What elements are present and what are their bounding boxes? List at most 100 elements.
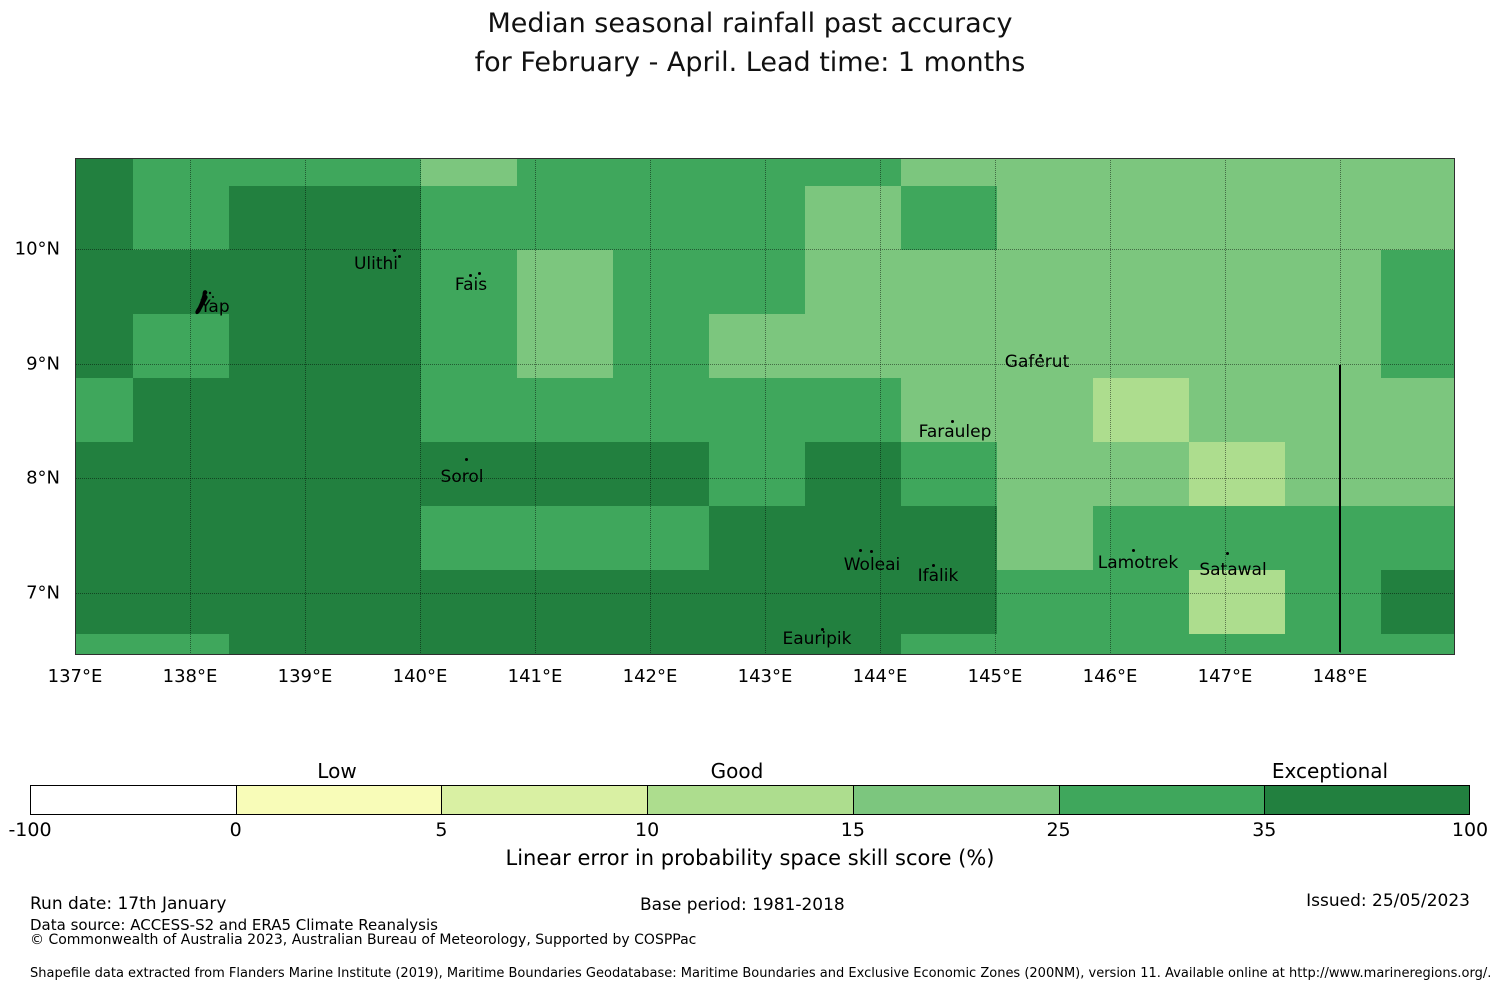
- map-cell: [517, 314, 613, 378]
- map-cell: [517, 378, 613, 442]
- map-cell: [805, 570, 901, 634]
- map-cell: [997, 570, 1093, 634]
- map-cell: [901, 186, 997, 250]
- map-cell: [75, 570, 133, 634]
- map-cell: [229, 506, 325, 570]
- longitude-gridline: [1110, 158, 1111, 655]
- longitude-gridline: [190, 158, 191, 655]
- footer-issued: Issued: 25/05/2023: [1306, 891, 1470, 911]
- map-cell: [325, 186, 421, 250]
- map-cell: [133, 442, 229, 506]
- chart-title-line2: for February - April. Lead time: 1 month…: [474, 47, 1026, 78]
- map-cell: [709, 186, 805, 250]
- colorbar-tick-label: 0: [229, 819, 242, 841]
- map-cell: [1285, 186, 1381, 250]
- map-cell: [517, 250, 613, 314]
- colorbar-tick-label: 35: [1252, 819, 1277, 841]
- eez-boundary-line: [1339, 365, 1341, 652]
- island-marker-dot: [821, 628, 824, 631]
- map-cell: [421, 378, 517, 442]
- map-cell: [709, 250, 805, 314]
- map-cell: [421, 158, 517, 186]
- map-cell: [133, 634, 229, 655]
- map-cell: [901, 634, 997, 655]
- island-marker-dot: [1039, 354, 1042, 357]
- x-axis-tick-label: 141°E: [507, 666, 563, 687]
- map-cell: [613, 314, 709, 378]
- map-cell: [421, 442, 517, 506]
- map-cell: [901, 158, 997, 186]
- island-marker-dot: [859, 549, 862, 552]
- map-cell: [229, 570, 325, 634]
- map-cell: [805, 634, 901, 655]
- map-cell: [229, 442, 325, 506]
- colorbar-axis-label: Linear error in probability space skill …: [505, 846, 995, 870]
- map-cell: [997, 442, 1093, 506]
- map-cell: [1285, 378, 1381, 442]
- y-axis-tick-label: 7°N: [26, 582, 60, 604]
- map-cell: [805, 506, 901, 570]
- island-label: Yap: [200, 297, 230, 317]
- map-cell: [1189, 442, 1285, 506]
- island-label: Gaferut: [1004, 352, 1070, 372]
- map-cell: [325, 314, 421, 378]
- island-marker-dot: [465, 458, 468, 461]
- map-cell: [133, 378, 229, 442]
- map-cell: [901, 570, 997, 634]
- map-cell: [901, 250, 997, 314]
- map-cell: [1189, 634, 1285, 655]
- colorbar-segment: [647, 785, 853, 815]
- map-cell: [1381, 186, 1455, 250]
- map-cell: [421, 570, 517, 634]
- island-marker-dot: [478, 272, 481, 275]
- x-axis-tick-label: 148°E: [1312, 666, 1368, 687]
- map-cell: [75, 186, 133, 250]
- map-cell: [1093, 314, 1189, 378]
- map-cell: [421, 314, 517, 378]
- map-cell: [901, 314, 997, 378]
- colorbar-segment: [235, 785, 442, 815]
- map-cell: [325, 250, 421, 314]
- map-cell: [1093, 158, 1189, 186]
- island-label: Eauripik: [782, 629, 852, 649]
- map-cell: [1093, 570, 1189, 634]
- colorbar-tick-label: -100: [8, 819, 52, 841]
- x-axis-tick-label: 143°E: [737, 666, 793, 687]
- colorbar-tick-label: 15: [840, 819, 865, 841]
- map-cell: [75, 442, 133, 506]
- footer-shapefile-note: Shapefile data extracted from Flanders M…: [30, 966, 1492, 981]
- x-axis-tick-label: 147°E: [1197, 666, 1253, 687]
- map-cell: [229, 378, 325, 442]
- map-cell: [1381, 442, 1455, 506]
- island-label: Lamotrek: [1097, 553, 1179, 573]
- map-cell: [613, 158, 709, 186]
- longitude-gridline: [995, 158, 996, 655]
- colorbar-tick-label: 100: [1451, 819, 1489, 841]
- x-axis-tick-label: 138°E: [162, 666, 218, 687]
- island-label: Satawal: [1199, 560, 1267, 580]
- colorbar-segment: [1058, 785, 1265, 815]
- map-cell: [229, 634, 325, 655]
- map-cell: [901, 378, 997, 442]
- map-cell: [517, 442, 613, 506]
- latitude-gridline: [75, 593, 1455, 594]
- map-cell: [709, 570, 805, 634]
- longitude-gridline: [535, 158, 536, 655]
- map-cell: [325, 506, 421, 570]
- map-cell: [133, 186, 229, 250]
- colorbar-segment: [852, 785, 1059, 815]
- map-cell: [997, 378, 1093, 442]
- map-cell: [421, 506, 517, 570]
- map-cell: [901, 442, 997, 506]
- map-cell: [613, 634, 709, 655]
- footer-base-period: Base period: 1981-2018: [640, 895, 845, 915]
- chart-title: Median seasonal rainfall past accuracy f…: [0, 4, 1500, 82]
- island-marker-dot: [469, 274, 472, 277]
- map-cell: [709, 442, 805, 506]
- map-cell: [1285, 506, 1381, 570]
- map-cell: [901, 506, 997, 570]
- y-axis-tick-label: 8°N: [26, 467, 60, 489]
- island-marker-dot: [1132, 549, 1135, 552]
- map-cell: [1381, 250, 1455, 314]
